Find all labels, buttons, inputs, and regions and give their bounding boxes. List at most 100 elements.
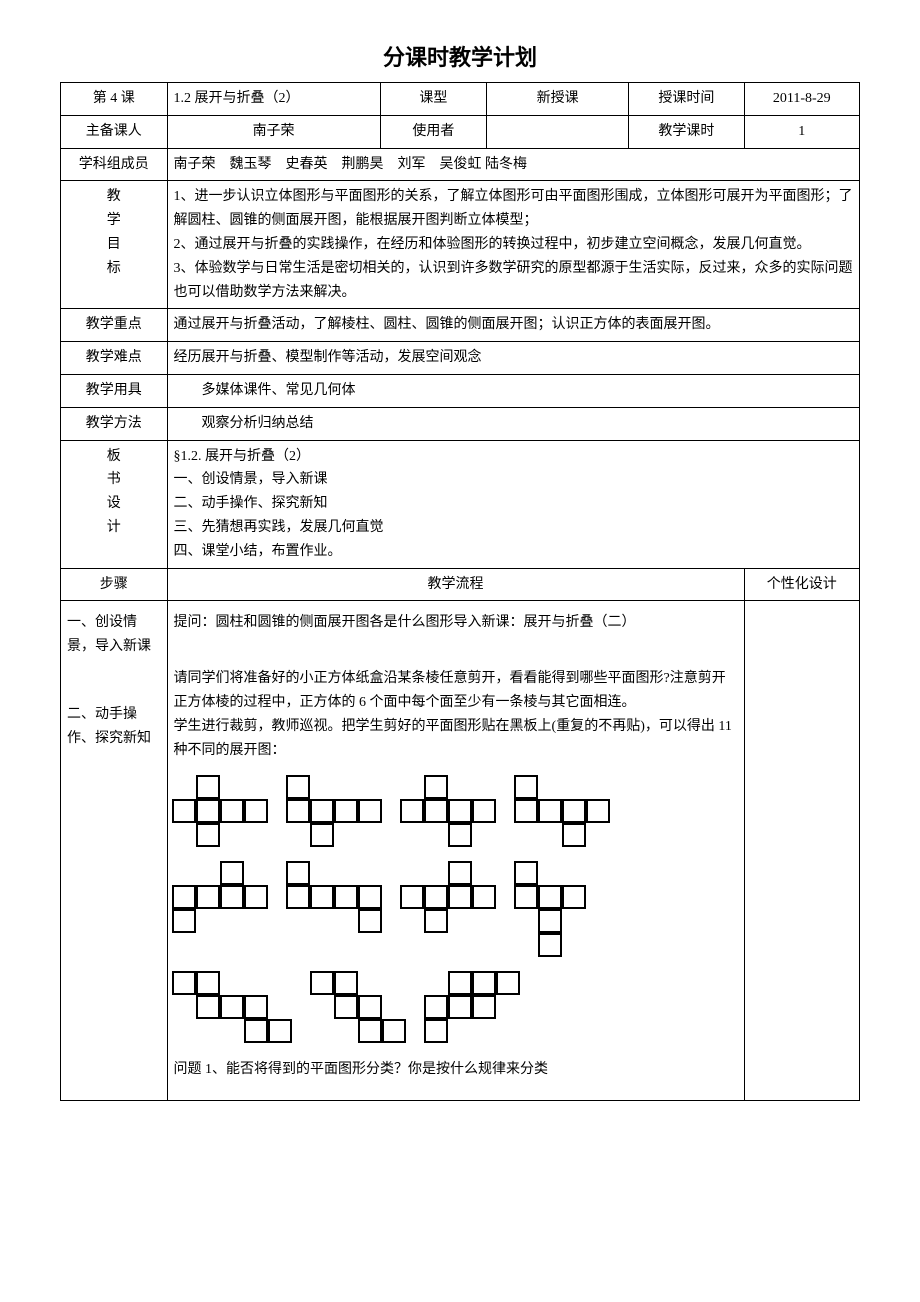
net-square	[172, 971, 196, 995]
net-square	[400, 885, 424, 909]
net-empty	[246, 824, 270, 848]
net-square	[244, 1019, 268, 1043]
plan-table: 第 4 课 1.2 展开与折叠（2） 课型 新授课 授课时间 2011-8-29…	[60, 82, 860, 1101]
net-empty	[336, 1020, 360, 1044]
net-square	[448, 995, 472, 1019]
topic-label: 1.2 展开与折叠（2）	[167, 83, 380, 116]
net-empty	[222, 972, 246, 996]
net-empty	[288, 910, 312, 934]
goals-text: 1、进一步认识立体图形与平面图形的关系，了解立体图形可由平面图形围成，立体图形可…	[167, 181, 859, 309]
net-empty	[516, 824, 540, 848]
net-square	[538, 933, 562, 957]
net-square	[334, 885, 358, 909]
net-square	[496, 971, 520, 995]
net-square	[310, 823, 334, 847]
board-label: 板书设计	[61, 440, 168, 568]
tools-label: 教学用具	[61, 374, 168, 407]
row-board: 板书设计 §1.2. 展开与折叠（2） 一、创设情景，导入新课 二、动手操作、探…	[61, 440, 860, 568]
row-flow-body: 一、创设情景，导入新课 二、动手操作、探究新知 提问：圆柱和圆锥的侧面展开图各是…	[61, 601, 860, 1101]
personal-cell	[744, 601, 859, 1101]
net-empty	[222, 824, 246, 848]
net-square	[286, 885, 310, 909]
difficulty-label: 教学难点	[61, 342, 168, 375]
net-empty	[450, 776, 474, 800]
row-goals: 教学目标 1、进一步认识立体图形与平面图形的关系，了解立体图形可由平面图形围成，…	[61, 181, 860, 309]
net-square	[562, 885, 586, 909]
net-empty	[402, 862, 426, 886]
net-square	[424, 885, 448, 909]
net-empty	[498, 1020, 522, 1044]
net-empty	[360, 862, 384, 886]
flow-block1: 提问：圆柱和圆锥的侧面展开图各是什么图形导入新课：展开与折叠（二）	[174, 611, 738, 635]
net-empty	[336, 776, 360, 800]
net-empty	[564, 776, 588, 800]
net-empty	[474, 862, 498, 886]
net-empty	[474, 824, 498, 848]
net-empty	[402, 776, 426, 800]
net-row-2	[174, 862, 738, 958]
cube-net	[174, 776, 270, 848]
net-empty	[360, 972, 384, 996]
net-square	[196, 971, 220, 995]
net-square	[286, 861, 310, 885]
net-empty	[174, 824, 198, 848]
net-square	[514, 885, 538, 909]
row-method: 教学方法 观察分析归纳总结	[61, 407, 860, 440]
net-square	[358, 799, 382, 823]
net-empty	[426, 824, 450, 848]
flow-main-cell: 提问：圆柱和圆锥的侧面展开图各是什么图形导入新课：展开与折叠（二） 请同学们将准…	[167, 601, 744, 1101]
net-square	[196, 995, 220, 1019]
flow-steps-cell: 一、创设情景，导入新课 二、动手操作、探究新知	[61, 601, 168, 1101]
net-empty	[540, 776, 564, 800]
net-square	[424, 909, 448, 933]
cube-net	[174, 972, 294, 1044]
net-empty	[498, 996, 522, 1020]
net-row-3	[174, 972, 738, 1044]
row-tools: 教学用具 多媒体课件、常见几何体	[61, 374, 860, 407]
net-square	[514, 861, 538, 885]
net-empty	[402, 910, 426, 934]
net-square	[514, 799, 538, 823]
net-square	[220, 995, 244, 1019]
net-empty	[312, 1020, 336, 1044]
net-empty	[246, 776, 270, 800]
net-empty	[564, 862, 588, 886]
row-teacher: 主备课人 南子荣 使用者 教学课时 1	[61, 115, 860, 148]
net-empty	[450, 1020, 474, 1044]
net-empty	[516, 934, 540, 958]
tools-text: 多媒体课件、常见几何体	[167, 374, 859, 407]
net-square	[424, 775, 448, 799]
net-square	[424, 1019, 448, 1043]
net-square	[358, 1019, 382, 1043]
doc-title: 分课时教学计划	[60, 40, 860, 72]
net-square	[358, 885, 382, 909]
net-square	[334, 971, 358, 995]
flow-block3: 问题 1、能否将得到的平面图形分类？你是按什么规律来分类	[174, 1058, 738, 1082]
net-empty	[174, 862, 198, 886]
steps-label: 步骤	[61, 568, 168, 601]
net-empty	[174, 996, 198, 1020]
net-empty	[312, 862, 336, 886]
net-square	[334, 799, 358, 823]
net-square	[472, 799, 496, 823]
net-empty	[246, 972, 270, 996]
net-row-1	[174, 776, 738, 848]
net-square	[382, 1019, 406, 1043]
net-empty	[474, 910, 498, 934]
net-empty	[312, 910, 336, 934]
method-text: 观察分析归纳总结	[167, 407, 859, 440]
net-square	[310, 971, 334, 995]
user-value	[487, 115, 629, 148]
net-empty	[474, 776, 498, 800]
user-label: 使用者	[380, 115, 487, 148]
net-square	[358, 909, 382, 933]
members-value: 南子荣 魏玉琴 史春英 荆鹏昊 刘军 吴俊虹 陆冬梅	[167, 148, 859, 181]
net-square	[424, 799, 448, 823]
cube-net	[516, 862, 588, 958]
net-empty	[174, 1020, 198, 1044]
net-empty	[588, 824, 612, 848]
net-square	[514, 775, 538, 799]
net-empty	[426, 972, 450, 996]
net-square	[172, 799, 196, 823]
net-square	[424, 995, 448, 1019]
